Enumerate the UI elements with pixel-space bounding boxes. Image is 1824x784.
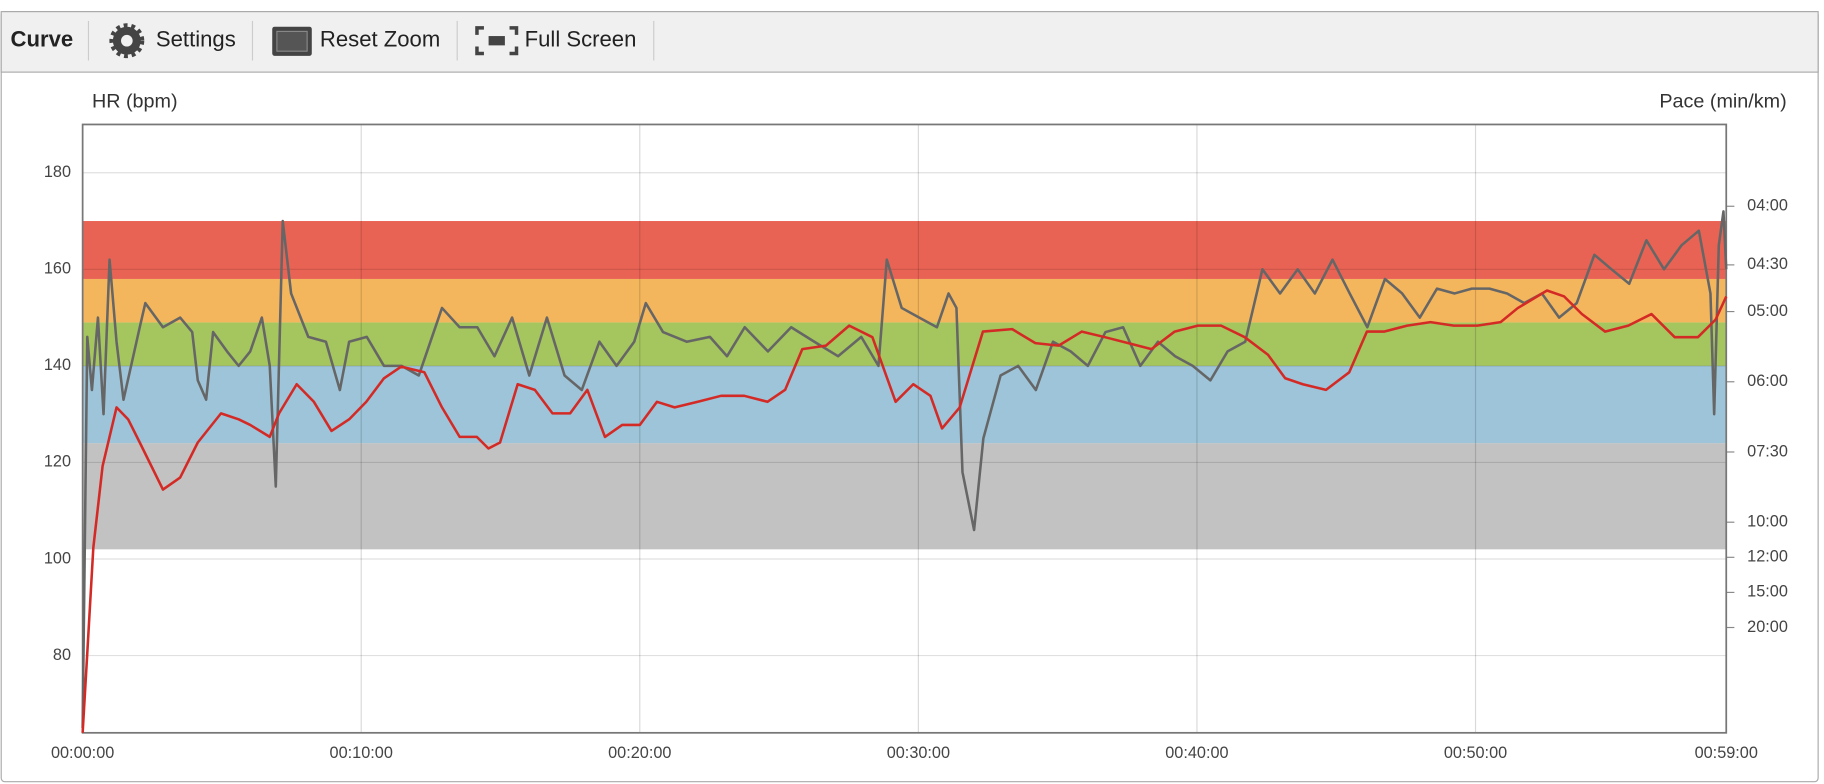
x-tick-label: 00:10:00 [330, 744, 393, 762]
settings-button[interactable]: Settings [109, 23, 236, 59]
plot-area: 80 100 120 140 160 180 00:00:00 00:10:00 00:20:0… [44, 123, 1788, 762]
x-tick-label: 00:00:00 [51, 744, 114, 762]
reset-zoom-button[interactable]: Reset Zoom [272, 27, 440, 56]
x-tick-label: 00:40:00 [1165, 744, 1228, 762]
hr-zone [82, 278, 1727, 323]
y2-tick-label: 05:00 [1747, 302, 1788, 320]
y2-tick-label: 12:00 [1747, 548, 1788, 566]
button-label[interactable]: Full Screen [525, 27, 637, 52]
y-tick-label: 180 [44, 163, 71, 181]
y2-tick-label: 07:30 [1747, 442, 1788, 460]
y-axis-title: HR (bpm) [92, 91, 178, 113]
y2-tick-label: 04:00 [1747, 197, 1788, 215]
y-tick-label: 160 [44, 260, 71, 278]
y-tick-label: 140 [44, 356, 71, 374]
hr-zone [82, 322, 1727, 366]
x-tick-label: 00:59:00 [1695, 744, 1758, 762]
x-tick-label: 00:20:00 [608, 744, 671, 762]
y2-tick-label: 20:00 [1747, 618, 1788, 636]
toolbar-title: Curve [11, 27, 74, 52]
y2-tick-label: 10:00 [1747, 512, 1788, 530]
x-tick-label: 00:30:00 [887, 744, 950, 762]
hr-zone [82, 221, 1727, 279]
y2-axis-title: Pace (min/km) [1659, 91, 1786, 113]
x-tick-label: 00:50:00 [1444, 744, 1507, 762]
y-tick-label: 80 [53, 646, 71, 664]
plot-border [81, 123, 1728, 734]
button-label[interactable]: Reset Zoom [320, 27, 440, 52]
series-line [81, 210, 1728, 729]
y2-tick-label: 04:30 [1747, 255, 1788, 273]
full-screen-button[interactable]: Full Screen [475, 26, 637, 56]
hr-zone [82, 365, 1727, 444]
y2-tick-label: 15:00 [1747, 583, 1788, 601]
y-tick-label: 100 [44, 549, 71, 567]
y2-tick-label: 06:00 [1747, 372, 1788, 390]
button-label[interactable]: Settings [156, 27, 236, 52]
hr-zone [82, 443, 1727, 550]
series-line [81, 289, 1728, 733]
y-tick-label: 120 [44, 453, 71, 471]
